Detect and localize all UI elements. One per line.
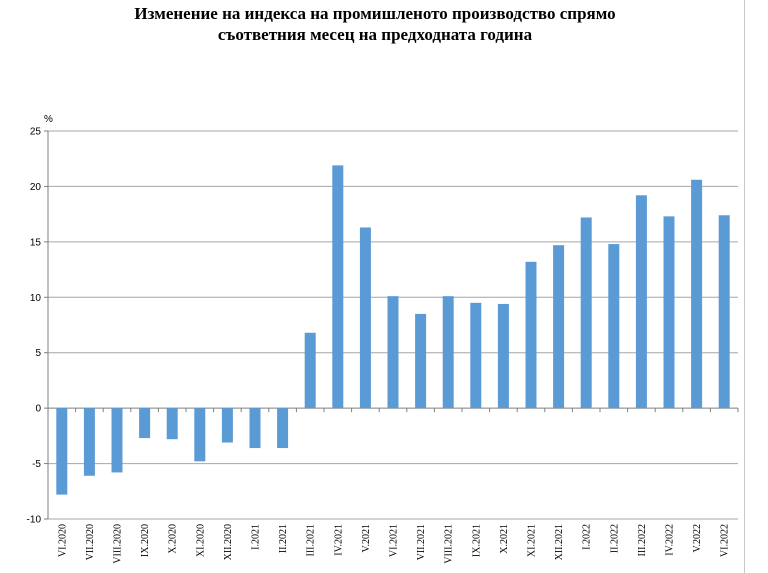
bar [635,195,647,409]
x-category-label: VII.2021 [416,524,427,560]
bar [277,408,289,449]
chart-title-line2: съответния месец на предходната година [217,25,533,44]
bar [56,408,68,495]
y-tick-label: -10 [27,515,42,526]
bar [194,408,206,462]
x-category-label: XII.2020 [223,524,234,560]
bar [470,302,482,409]
bar [166,408,178,440]
x-category-label: VIII.2021 [444,524,455,564]
x-category-label: V.2022 [692,524,703,552]
bar [525,261,537,409]
bar [249,408,261,449]
x-category-label: II.2022 [609,524,620,553]
y-unit-label: % [44,114,53,125]
x-category-label: IV.2022 [665,524,676,556]
bar [359,227,371,409]
bar [304,332,316,409]
bar [580,217,592,409]
x-axis-labels: VI.2020 VII.2020 VIII.2020 IX.2020 X.2020 XI.… [57,524,730,564]
x-category-label: II.2021 [278,524,289,553]
x-category-label: VI.2021 [389,524,400,557]
bar [139,408,151,439]
x-category-label: III.2022 [637,524,648,557]
bar [111,408,123,473]
x-category-label: I.2022 [582,524,593,550]
bar [608,244,620,409]
x-category-label: IX.2020 [140,524,151,557]
bar [663,216,675,409]
x-category-label: III.2021 [306,524,317,557]
x-category-label: IX.2021 [471,524,482,557]
x-category-label: XII.2021 [554,524,565,560]
x-category-label: X.2020 [168,524,179,554]
chart-title-line1: Изменение на индекса на промишленото про… [134,4,616,23]
bar [553,245,565,409]
x-category-label: VI.2022 [720,524,731,557]
x-category-label: X.2021 [499,524,510,554]
y-axis: -10 -5 0 5 10 15 20 25 [27,127,739,526]
x-category-label: IV.2021 [333,524,344,556]
bar [83,408,95,476]
chart-frame: Изменение на индекса на промишленото про… [27,0,745,573]
bar [387,296,399,409]
bar [332,165,344,409]
bar [415,313,427,409]
x-category-label: I.2021 [251,524,262,550]
bar [718,215,730,409]
x-category-label: VI.2020 [57,524,68,557]
x-category-label: XI.2020 [195,524,206,557]
x-category-label: V.2021 [361,524,372,552]
x-category-label: VIII.2020 [113,524,124,564]
bar [497,303,509,409]
y-tick-label: 10 [30,293,42,304]
gridlines [48,130,738,520]
x-category-label: VII.2020 [85,524,96,560]
bar [691,179,703,409]
y-tick-label: 5 [35,348,41,359]
y-tick-label: 20 [30,182,42,193]
bar [221,408,233,443]
y-tick-label: 25 [30,127,42,138]
bar [442,296,454,409]
x-category-label: XI.2021 [527,524,538,557]
bar-chart: -10 -5 0 5 10 15 20 25 % VI.2020 VII.2020 VIII.20… [27,114,739,564]
y-tick-label: -5 [32,459,41,470]
y-tick-label: 15 [30,237,42,248]
bars [56,165,730,495]
y-tick-label: 0 [35,404,41,415]
